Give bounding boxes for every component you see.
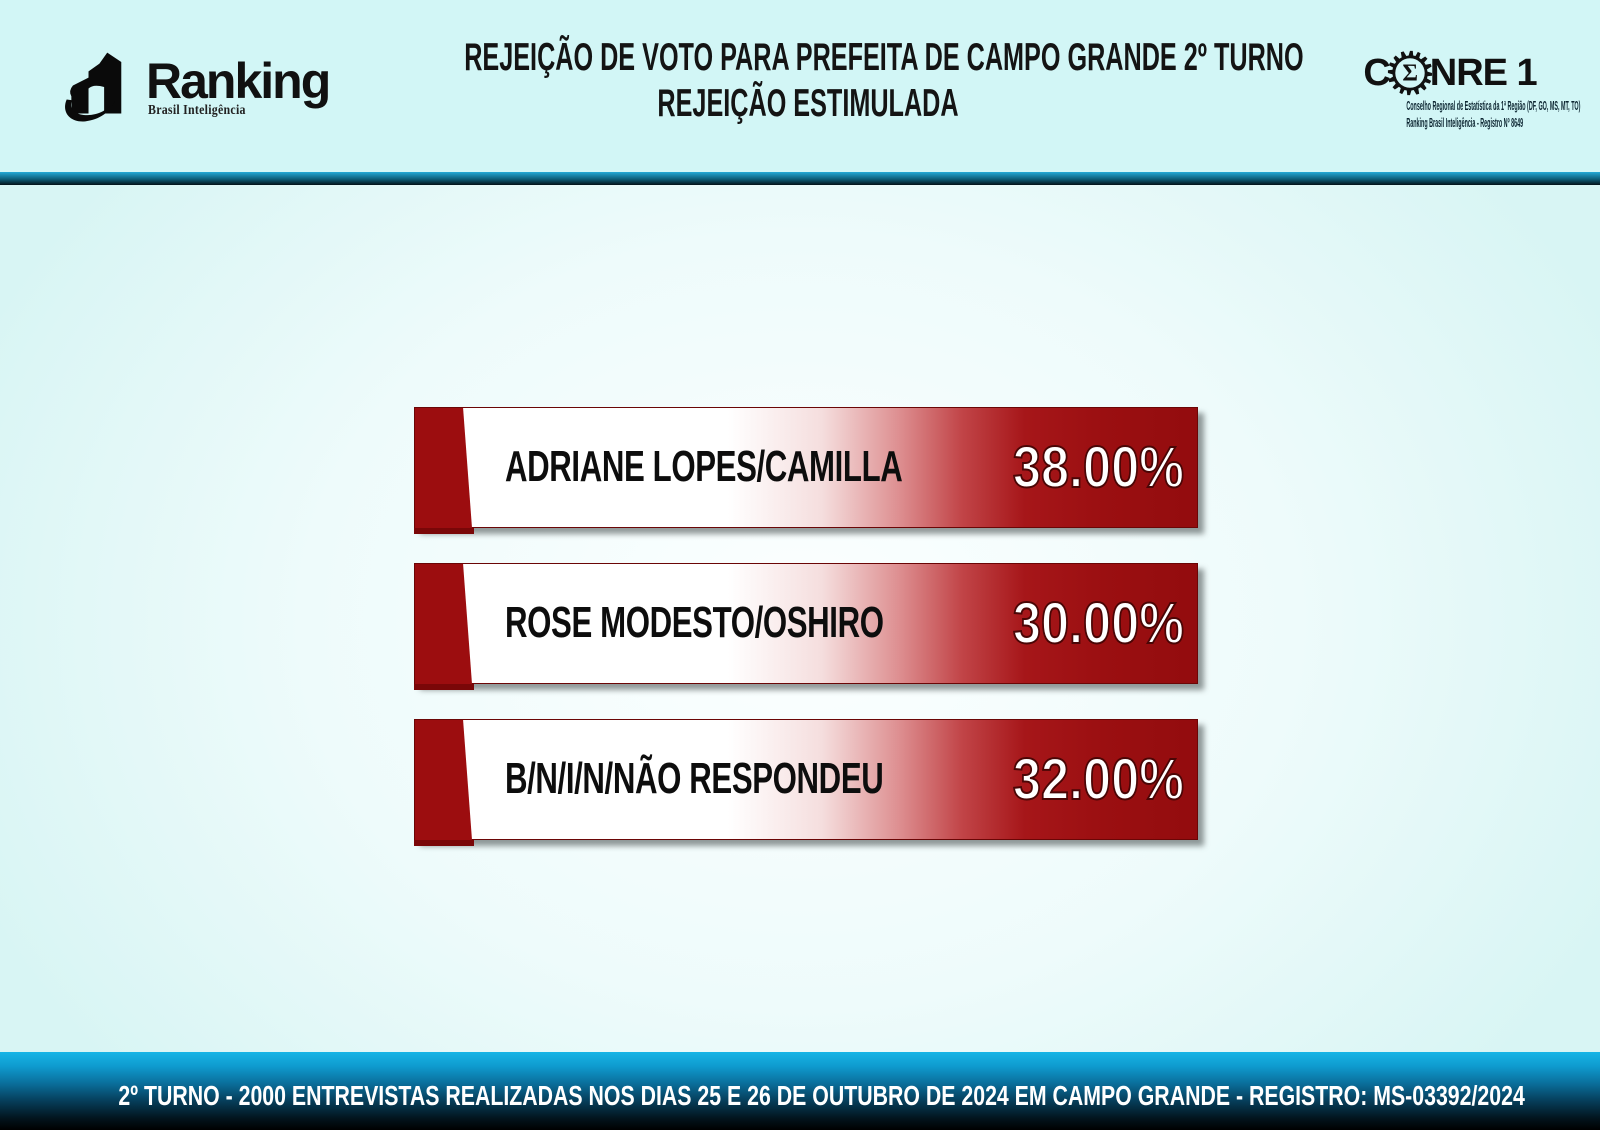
svg-text:Σ: Σ [1402,60,1417,86]
